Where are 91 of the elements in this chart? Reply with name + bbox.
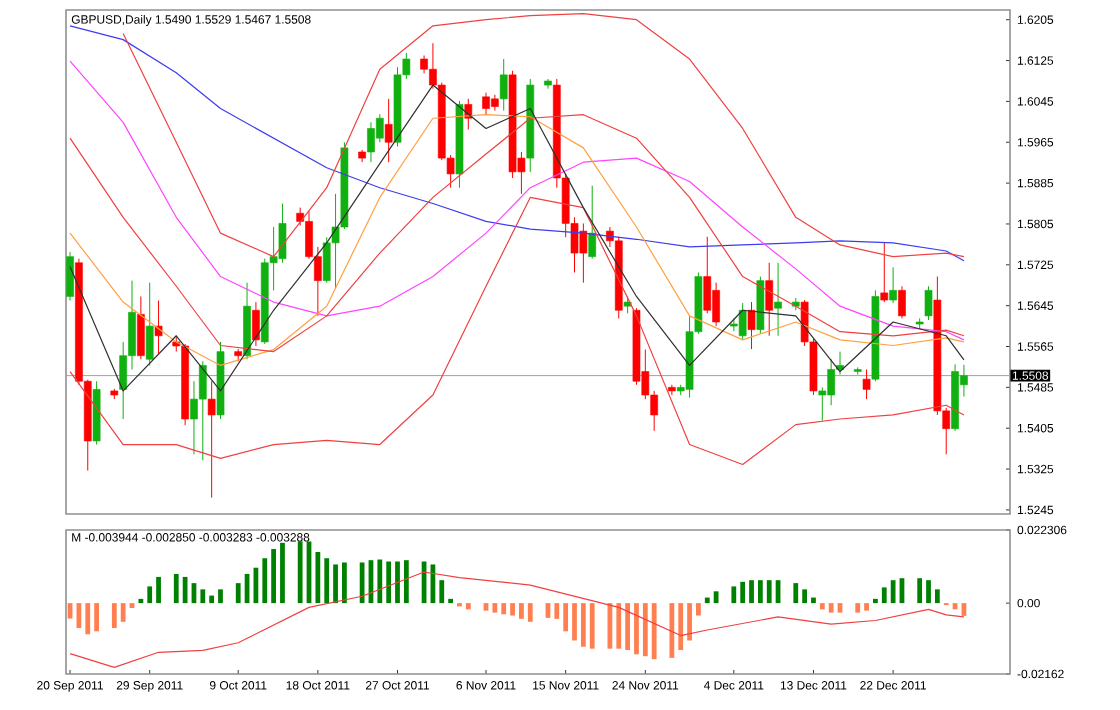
candlestick xyxy=(738,302,747,341)
bar xyxy=(147,586,153,604)
bar xyxy=(704,597,710,604)
candlestick xyxy=(668,384,676,396)
candlestick xyxy=(154,300,163,355)
bar xyxy=(280,542,285,604)
candlestick xyxy=(198,360,207,461)
bar xyxy=(333,564,338,604)
bar xyxy=(642,603,648,657)
bar xyxy=(749,580,754,604)
bar xyxy=(465,603,471,610)
bar xyxy=(111,603,117,629)
candlestick xyxy=(774,262,782,337)
candlestick xyxy=(588,185,597,260)
bar xyxy=(828,603,834,613)
bar xyxy=(501,603,507,615)
bar xyxy=(182,576,188,604)
bar xyxy=(890,580,896,604)
bar xyxy=(271,549,276,604)
bar xyxy=(359,562,365,604)
bar xyxy=(200,589,206,604)
candlestick xyxy=(924,285,933,321)
bar xyxy=(156,576,161,604)
candlestick xyxy=(207,380,216,499)
line-series xyxy=(69,60,965,341)
bar xyxy=(580,603,586,647)
bar xyxy=(138,598,144,604)
bar xyxy=(527,603,533,622)
bar xyxy=(651,603,657,660)
bar xyxy=(926,580,931,604)
bar xyxy=(819,603,825,610)
bar xyxy=(519,603,524,619)
candlestick xyxy=(889,266,897,304)
bar xyxy=(492,603,498,613)
bar xyxy=(209,595,215,604)
candlestick xyxy=(898,285,906,319)
candlestick xyxy=(765,262,774,337)
bar xyxy=(173,573,179,604)
bar xyxy=(297,541,303,604)
bar xyxy=(696,603,701,616)
bar xyxy=(324,558,330,604)
bar xyxy=(793,583,799,604)
bar xyxy=(235,583,241,604)
bar xyxy=(873,598,878,604)
line-series xyxy=(69,571,965,668)
bar xyxy=(403,560,409,604)
bar xyxy=(616,603,622,649)
bar xyxy=(625,603,631,650)
bar xyxy=(395,561,400,604)
bar xyxy=(855,603,861,613)
bar xyxy=(589,603,595,649)
bar xyxy=(934,589,940,604)
bar xyxy=(864,603,869,611)
bar xyxy=(757,580,763,604)
candlestick xyxy=(66,251,74,302)
bar xyxy=(634,603,639,655)
candlestick xyxy=(499,58,508,112)
bar xyxy=(342,562,347,604)
line-series xyxy=(69,196,965,466)
bar xyxy=(448,598,453,604)
bar xyxy=(218,589,223,604)
bar xyxy=(439,580,445,604)
bar xyxy=(740,581,746,604)
bar xyxy=(917,578,923,604)
bar xyxy=(669,603,675,658)
bar xyxy=(713,591,719,604)
candlestick xyxy=(747,301,756,350)
bar xyxy=(802,589,808,604)
bar xyxy=(766,580,772,604)
candlestick xyxy=(384,98,393,163)
bar xyxy=(94,603,99,632)
bar xyxy=(120,603,126,622)
bar xyxy=(315,551,321,604)
bar xyxy=(262,558,268,604)
bar xyxy=(572,603,577,641)
bar xyxy=(386,561,392,604)
bar xyxy=(731,586,737,604)
bar xyxy=(510,603,515,616)
bar xyxy=(811,597,816,604)
candlestick xyxy=(137,295,145,360)
bar xyxy=(85,603,91,635)
bar xyxy=(554,603,560,619)
bar xyxy=(377,559,383,604)
candlestick xyxy=(880,242,889,303)
candlestick xyxy=(252,301,260,347)
candlestick xyxy=(145,282,154,366)
bar xyxy=(678,603,684,650)
candlestick xyxy=(862,368,871,400)
bar xyxy=(881,587,887,604)
bar xyxy=(687,603,692,641)
bar xyxy=(563,603,569,632)
